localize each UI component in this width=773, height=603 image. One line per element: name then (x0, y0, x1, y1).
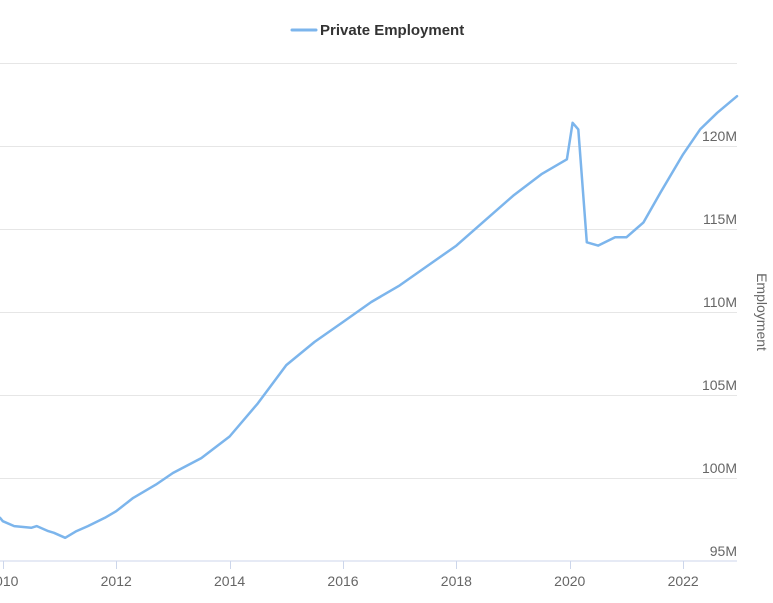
x-tick-label: 2010 (0, 573, 19, 589)
x-tick-label: 2016 (327, 573, 358, 589)
x-axis: 2010 2012 2014 2016 2018 2020 2022 (0, 561, 699, 589)
legend-label-private-employment[interactable]: Private Employment (320, 22, 464, 39)
y-tick-label: 115M (703, 211, 737, 227)
x-tick-label: 2020 (554, 573, 585, 589)
series-layer (0, 94, 739, 540)
x-tick-label: 2014 (214, 573, 245, 589)
y-axis-title: Employment (754, 273, 770, 351)
x-tick-label: 2012 (101, 573, 132, 589)
y-axis: 95M 100M 105M 110M 115M 120M (702, 128, 737, 559)
series-line-private-employment[interactable] (0, 94, 739, 540)
x-tick-label: 2018 (441, 573, 472, 589)
y-tick-label: 100M (702, 460, 737, 476)
x-tick-label: 2022 (668, 573, 699, 589)
gridlines (0, 63, 737, 479)
y-tick-label: 120M (702, 128, 737, 144)
y-tick-label: 95M (710, 543, 737, 559)
legend[interactable]: Private Employment (290, 22, 464, 39)
y-tick-label: 110M (703, 294, 737, 310)
y-tick-label: 105M (702, 377, 737, 393)
